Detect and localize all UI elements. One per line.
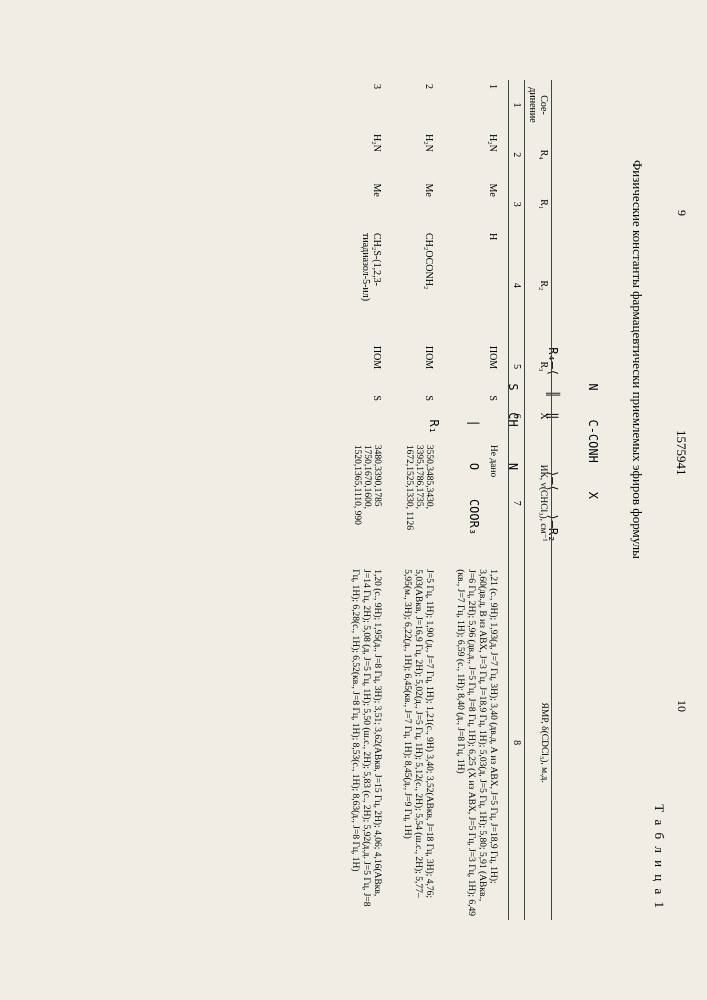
cell-r3: ПОМ: [444, 342, 508, 392]
col-x: X: [525, 391, 552, 441]
cell-id: 2: [392, 80, 445, 130]
table-column-numbers: 1 2 3 4 5 6 7 8: [509, 80, 525, 920]
table-header-row: Сое- динение R₄ R₁ R₂ R₃ X ИК, ν(CHCl₃),…: [525, 80, 552, 920]
cell-r2: H: [444, 229, 508, 342]
table-label: Т а б л и ц а 1: [651, 804, 667, 910]
cell-r3: ПОМ: [339, 342, 392, 392]
cell-r4: H₂N: [444, 130, 508, 180]
colnum: 8: [509, 565, 525, 920]
col-nmr: ЯМР, δ(CDCl₃), м.д.: [525, 565, 552, 920]
document-number: 1575941: [673, 430, 689, 476]
cell-r1: Me: [444, 179, 508, 229]
table-row: 1H₂NMeHПОМSНе дано1,21 (с., 9H); 1,93(д,…: [444, 80, 508, 920]
cell-ir: 3550,3485,3430, 3395,1786,1735, 1672,152…: [392, 441, 445, 565]
colnum: 5: [509, 342, 525, 392]
colnum: 6: [509, 391, 525, 441]
page-number-left: 9: [674, 210, 689, 216]
cell-r1: Me: [392, 179, 445, 229]
cell-nmr: 1,21 (с., 9H); 1,93(д, J=7 Гц, 3H); 3,40…: [444, 565, 508, 920]
page-number-right: 10: [674, 700, 689, 712]
cell-ir: Не дано: [444, 441, 508, 565]
table-row: 2H₂NMeCH₂OCONH₂ПОМS3550,3485,3430, 3395,…: [392, 80, 445, 920]
table-row: 3H₂NMeCH₂S-(1,2,3-тиадиазол-5-ил)ПОМS348…: [339, 80, 392, 920]
colnum: 7: [509, 441, 525, 565]
cell-ir: 3480,3390,1785 1750,1670,1600, 1520,1365…: [339, 441, 392, 565]
cell-x: S: [392, 391, 445, 441]
cell-id: 1: [444, 80, 508, 130]
cell-x: S: [444, 391, 508, 441]
colnum: 4: [509, 229, 525, 342]
cell-r4: H₂N: [339, 130, 392, 180]
cell-r2: CH₂OCONH₂: [392, 229, 445, 342]
col-compound: Сое- динение: [525, 80, 552, 130]
cell-r3: ПОМ: [392, 342, 445, 392]
cell-r2: CH₂S-(1,2,3-тиадиазол-5-ил): [339, 229, 392, 342]
cell-id: 3: [339, 80, 392, 130]
colnum: 3: [509, 179, 525, 229]
cell-x: S: [339, 391, 392, 441]
col-r1: R₁: [525, 179, 552, 229]
cell-r1: Me: [339, 179, 392, 229]
colnum: 2: [509, 130, 525, 180]
data-table: Сое- динение R₄ R₁ R₂ R₃ X ИК, ν(CHCl₃),…: [339, 80, 552, 920]
cell-r4: H₂N: [392, 130, 445, 180]
cell-nmr: J=5 Гц, 1H); 1,90 (д., J=7 Гц, 1H); 1,21…: [392, 565, 445, 920]
col-r2: R₂: [525, 229, 552, 342]
col-r4: R₄: [525, 130, 552, 180]
colnum: 1: [509, 80, 525, 130]
col-r3: R₃: [525, 342, 552, 392]
col-ir: ИК, ν(CHCl₃), см⁻¹: [525, 441, 552, 565]
formula-line: N C-CONH X: [585, 340, 598, 542]
table-title: Физические константы фармацевтически при…: [629, 160, 645, 559]
cell-nmr: 1,20 (с., 9H); 1,95(д., J=8 Гц, 3H); 3,5…: [339, 565, 392, 920]
